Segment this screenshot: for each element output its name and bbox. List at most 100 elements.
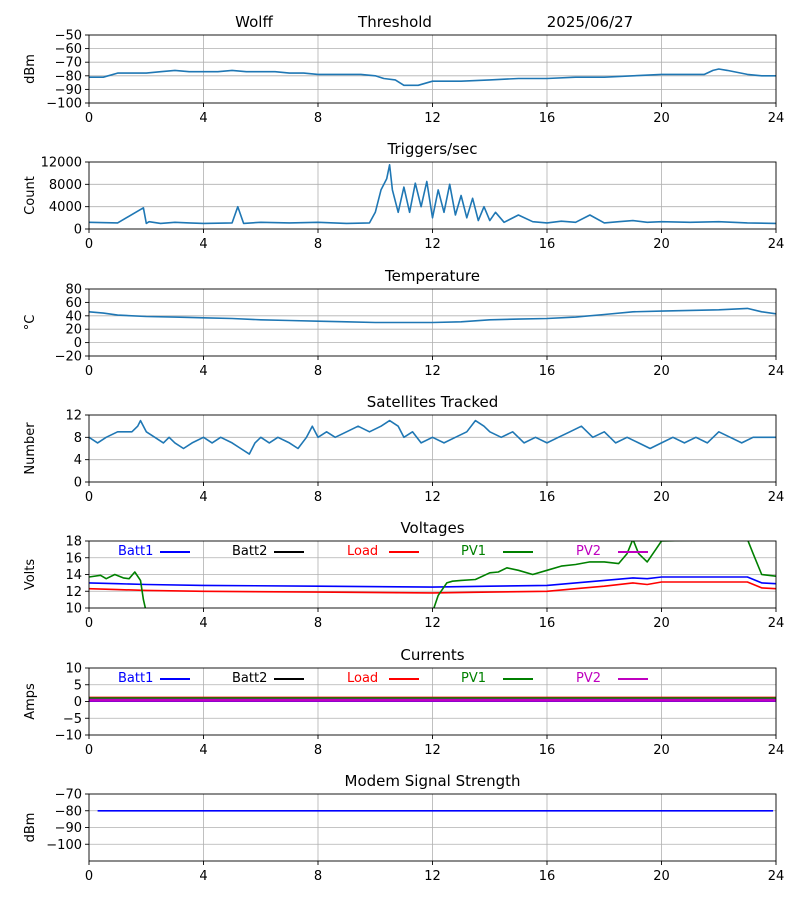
- panel-title: Triggers/sec: [387, 140, 478, 158]
- header-station: Wolff: [235, 13, 273, 31]
- y-tick-label: −50: [55, 29, 82, 44]
- x-tick-label: 16: [539, 869, 556, 884]
- y-tick-label: 60: [65, 296, 82, 311]
- x-tick-label: 20: [653, 869, 670, 884]
- series-line-series-0: [89, 419, 776, 455]
- y-tick-label: 0: [74, 336, 82, 351]
- series-group: [89, 419, 776, 455]
- y-tick-label: 8: [74, 431, 82, 446]
- header-date: 2025/06/27: [547, 13, 633, 31]
- x-tick-label: 8: [314, 490, 322, 505]
- legend-label-pv2: PV2: [576, 671, 601, 686]
- panel-title: Satellites Tracked: [367, 393, 498, 411]
- y-tick-label: −90: [55, 83, 82, 98]
- y-axis-label: Amps: [23, 683, 38, 720]
- x-tick-label: 24: [768, 490, 785, 505]
- series-group: [89, 307, 776, 324]
- x-tick-label: 4: [199, 364, 207, 379]
- panel-title: Modem Signal Strength: [345, 772, 521, 790]
- y-tick-label: 10: [65, 602, 82, 617]
- x-tick-label: 4: [199, 237, 207, 252]
- x-tick-label: 8: [314, 616, 322, 631]
- x-tick-label: 12: [424, 869, 441, 884]
- x-tick-label: 20: [653, 111, 670, 126]
- y-tick-label: 12: [65, 409, 82, 424]
- x-tick-label: 12: [424, 364, 441, 379]
- panel-threshold: 0 4 8 12 16 20 24 −100−90−80−70−60−50 dBm: [23, 29, 784, 127]
- y-tick-label: 8000: [49, 178, 82, 193]
- x-tick-label: 24: [768, 111, 785, 126]
- y-tick-label: −20: [55, 350, 82, 365]
- legend-label-batt1: Batt1: [118, 671, 153, 686]
- y-tick-label: −60: [55, 42, 82, 57]
- x-tick-label: 0: [85, 490, 93, 505]
- x-tick-label: 16: [539, 111, 556, 126]
- x-tick-label: 4: [199, 616, 207, 631]
- y-tick-label: 12: [65, 585, 82, 600]
- x-tick-label: 12: [424, 616, 441, 631]
- series-group: [89, 164, 776, 225]
- x-tick-label: 16: [539, 237, 556, 252]
- x-tick-label: 12: [424, 743, 441, 758]
- x-tick-label: 12: [424, 490, 441, 505]
- x-tick-label: 24: [768, 616, 785, 631]
- panel-title: Voltages: [400, 519, 464, 537]
- x-tick-label: 20: [653, 616, 670, 631]
- y-axis-label: Volts: [23, 559, 38, 591]
- x-tick-label: 24: [768, 364, 785, 379]
- series-line-pv1: [89, 541, 776, 608]
- y-tick-label: −80: [55, 804, 82, 819]
- legend-label-load: Load: [347, 671, 378, 686]
- x-tick-label: 24: [768, 237, 785, 252]
- panel-currents: 0 4 8 12 16 20 24 −10 −5 0 510 Currents Amps Batt1 Bat…: [23, 646, 784, 758]
- legend-label-pv1: PV1: [461, 671, 486, 686]
- series-group: [89, 696, 776, 702]
- x-tick-label: 8: [314, 869, 322, 884]
- y-tick-label: −100: [46, 838, 82, 853]
- y-tick-label: 0: [74, 476, 82, 491]
- x-tick-label: 12: [424, 111, 441, 126]
- x-tick-label: 8: [314, 364, 322, 379]
- y-tick-label: 80: [65, 283, 82, 298]
- y-tick-label: 40: [65, 309, 82, 324]
- y-axis-label: Number: [23, 422, 38, 475]
- x-tick-label: 20: [653, 743, 670, 758]
- y-axis-label: dBm: [23, 813, 38, 843]
- x-tick-label: 0: [85, 616, 93, 631]
- panel-title: Temperature: [384, 267, 480, 285]
- series-group: [89, 68, 776, 87]
- y-tick-label: 0: [74, 223, 82, 238]
- panel-satellites: 0 4 8 12 16 20 24 0 4 8 12 Satellites Tracked Number: [23, 393, 784, 505]
- header-threshold-label: Threshold: [357, 13, 432, 31]
- y-tick-label: −100: [46, 97, 82, 112]
- x-tick-label: 0: [85, 743, 93, 758]
- series-line-load: [89, 581, 776, 594]
- x-tick-label: 4: [199, 490, 207, 505]
- x-tick-label: 20: [653, 237, 670, 252]
- y-tick-label: −90: [55, 821, 82, 836]
- x-tick-label: 16: [539, 743, 556, 758]
- x-tick-label: 16: [539, 490, 556, 505]
- x-tick-label: 4: [199, 869, 207, 884]
- legend-label-batt2: Batt2: [232, 671, 267, 686]
- legend-label-batt2: Batt2: [232, 544, 267, 559]
- series-line-series-0: [89, 164, 776, 225]
- series-line-batt1: [89, 576, 776, 588]
- x-tick-label: 12: [424, 237, 441, 252]
- y-tick-label: 4000: [49, 200, 82, 215]
- x-tick-label: 24: [768, 743, 785, 758]
- series-group: [89, 541, 776, 608]
- legend-label-load: Load: [347, 544, 378, 559]
- x-tick-label: 8: [314, 743, 322, 758]
- y-axis-label: °C: [23, 315, 38, 331]
- y-tick-label: 0: [74, 695, 82, 710]
- y-tick-label: 5: [74, 678, 82, 693]
- panel-triggers: 0 4 8 12 16 20 24 0 4000 8000 12000 Triggers/sec Cou…: [23, 140, 784, 252]
- x-tick-label: 20: [653, 364, 670, 379]
- y-tick-label: −5: [63, 712, 82, 727]
- x-tick-label: 0: [85, 364, 93, 379]
- x-tick-label: 16: [539, 364, 556, 379]
